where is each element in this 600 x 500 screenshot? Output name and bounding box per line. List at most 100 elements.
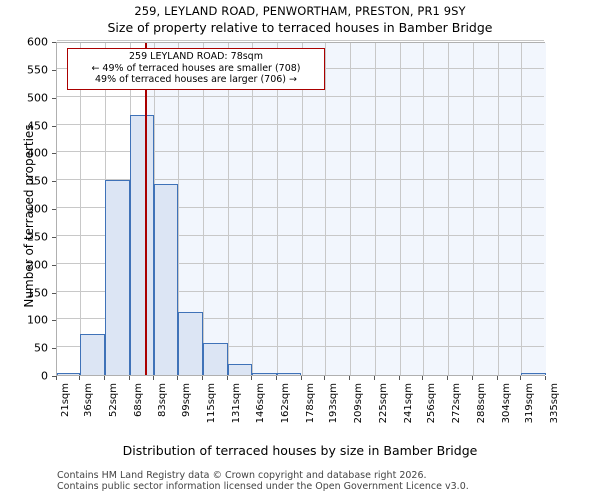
x-axis-tick-label: 146sqm — [254, 383, 266, 424]
gridline-horizontal — [57, 262, 544, 264]
histogram-bar — [276, 372, 302, 375]
annotation-smaller: ← 49% of terraced houses are smaller (70… — [91, 62, 301, 74]
histogram-bar — [80, 333, 106, 375]
gridline-vertical — [472, 43, 474, 375]
gridline-vertical — [447, 43, 449, 375]
x-axis-tick-mark — [56, 376, 57, 380]
x-axis-tick-mark — [227, 376, 229, 380]
y-axis-tick-label: 550 — [27, 63, 48, 77]
y-axis-tick-label: 500 — [27, 91, 48, 105]
gridline-vertical — [228, 43, 230, 375]
gridline-horizontal — [57, 151, 544, 153]
x-axis-tick-label: 99sqm — [181, 383, 193, 418]
histogram-bar — [153, 184, 179, 375]
x-axis-tick-mark — [177, 376, 179, 380]
gridline-horizontal — [57, 318, 544, 320]
x-axis-tick-label: 36sqm — [83, 383, 95, 418]
x-axis-tick-label: 178sqm — [304, 383, 316, 424]
x-axis-tick-mark — [373, 376, 375, 380]
gridline-horizontal — [57, 290, 544, 292]
histogram-bar — [105, 180, 131, 375]
y-axis-tick-mark — [52, 264, 56, 266]
x-axis-tick-mark — [496, 376, 498, 380]
x-axis-tick-mark — [520, 376, 522, 380]
y-axis-tick-mark — [52, 348, 56, 350]
gridline-horizontal — [57, 234, 544, 236]
gridline-vertical — [399, 43, 401, 375]
x-axis-tick-mark — [250, 376, 252, 380]
x-axis-tick-label: 335sqm — [549, 383, 560, 424]
x-axis-tick-mark — [79, 376, 81, 380]
gridline-vertical — [521, 43, 523, 375]
x-axis-tick-mark — [446, 376, 448, 380]
footer-line-1: Contains HM Land Registry data © Crown c… — [57, 470, 427, 481]
x-axis-tick-label: 193sqm — [327, 383, 339, 424]
y-axis-tick-label: 450 — [27, 119, 48, 132]
gridline-horizontal — [57, 40, 544, 41]
y-axis-tick-mark — [52, 292, 56, 294]
annotation-larger: 49% of terraced houses are larger (706) … — [95, 74, 297, 85]
gridline-vertical — [422, 43, 424, 375]
x-axis-tick-label: 319sqm — [524, 383, 536, 424]
gridline-vertical — [80, 43, 82, 375]
y-axis-tick-mark — [52, 153, 56, 155]
y-axis-tick-label: 0 — [41, 369, 48, 383]
histogram-bar — [203, 343, 229, 375]
annotation-box: 259 LEYLAND ROAD: 78sqm ← 49% of terrace… — [67, 48, 325, 90]
y-axis-tick-label: 100 — [27, 313, 48, 327]
gridline-vertical — [324, 43, 326, 375]
y-axis-tick-mark — [52, 69, 56, 71]
x-axis-tick-label: 272sqm — [450, 383, 462, 424]
y-axis-tick-mark — [52, 209, 56, 210]
x-axis-tick-label: 288sqm — [475, 383, 487, 424]
histogram-bar — [178, 311, 204, 375]
x-axis-tick-mark — [323, 376, 325, 380]
x-axis-tick-mark — [104, 376, 106, 380]
y-axis-tick-label: 150 — [27, 286, 48, 299]
y-axis-tick-label: 400 — [27, 146, 48, 160]
gridline-vertical — [374, 43, 376, 375]
x-axis-tick-mark — [202, 376, 204, 380]
gridline-horizontal — [57, 179, 544, 181]
footer-attribution: Contains HM Land Registry data © Crown c… — [57, 470, 469, 492]
x-axis-tick-mark — [545, 376, 546, 380]
y-axis-tick-label: 300 — [27, 202, 48, 216]
x-axis-tick-mark — [348, 376, 350, 380]
gridline-horizontal — [57, 207, 544, 208]
footer-line-2: Contains public sector information licen… — [57, 481, 469, 492]
x-axis-tick-mark — [275, 376, 277, 380]
y-axis-tick-mark — [52, 181, 56, 183]
x-axis-tick-label: 162sqm — [279, 383, 291, 424]
y-axis-tick-mark — [52, 42, 56, 43]
x-axis-tick-label: 241sqm — [402, 383, 414, 424]
x-axis-tick-mark — [398, 376, 400, 380]
gridline-vertical — [203, 43, 205, 375]
y-axis-tick-mark — [52, 97, 56, 99]
x-axis-tick-label: 225sqm — [377, 383, 389, 424]
x-axis-title: Distribution of terraced houses by size … — [122, 443, 478, 458]
gridline-horizontal — [57, 346, 544, 348]
x-axis-tick-label: 304sqm — [500, 383, 512, 424]
x-axis-tick-mark — [152, 376, 154, 380]
plot-area: 259 LEYLAND ROAD: 78sqm ← 49% of terrace… — [56, 40, 546, 376]
gridline-vertical — [301, 43, 303, 375]
histogram-bar — [251, 372, 277, 375]
x-axis-tick-mark — [421, 376, 423, 380]
x-axis-tick-label: 52sqm — [108, 383, 120, 418]
gridline-horizontal — [57, 123, 544, 125]
property-size-marker-line — [144, 43, 147, 375]
gridline-vertical — [178, 43, 180, 375]
x-axis-tick-label: 256sqm — [425, 383, 437, 424]
gridline-horizontal — [57, 95, 544, 97]
histogram-bar — [130, 115, 154, 375]
x-axis-tick-label: 131sqm — [231, 383, 243, 424]
x-axis-tick-label: 21sqm — [60, 383, 71, 418]
histogram-bar — [228, 364, 252, 375]
y-axis-tick-mark — [52, 320, 56, 322]
y-axis-tick-mark — [52, 125, 56, 127]
x-axis-tick-label: 68sqm — [133, 383, 145, 418]
annotation-heading: 259 LEYLAND ROAD: 78sqm — [129, 51, 263, 62]
y-axis-tick-label: 350 — [27, 174, 48, 188]
gridline-vertical — [251, 43, 253, 375]
